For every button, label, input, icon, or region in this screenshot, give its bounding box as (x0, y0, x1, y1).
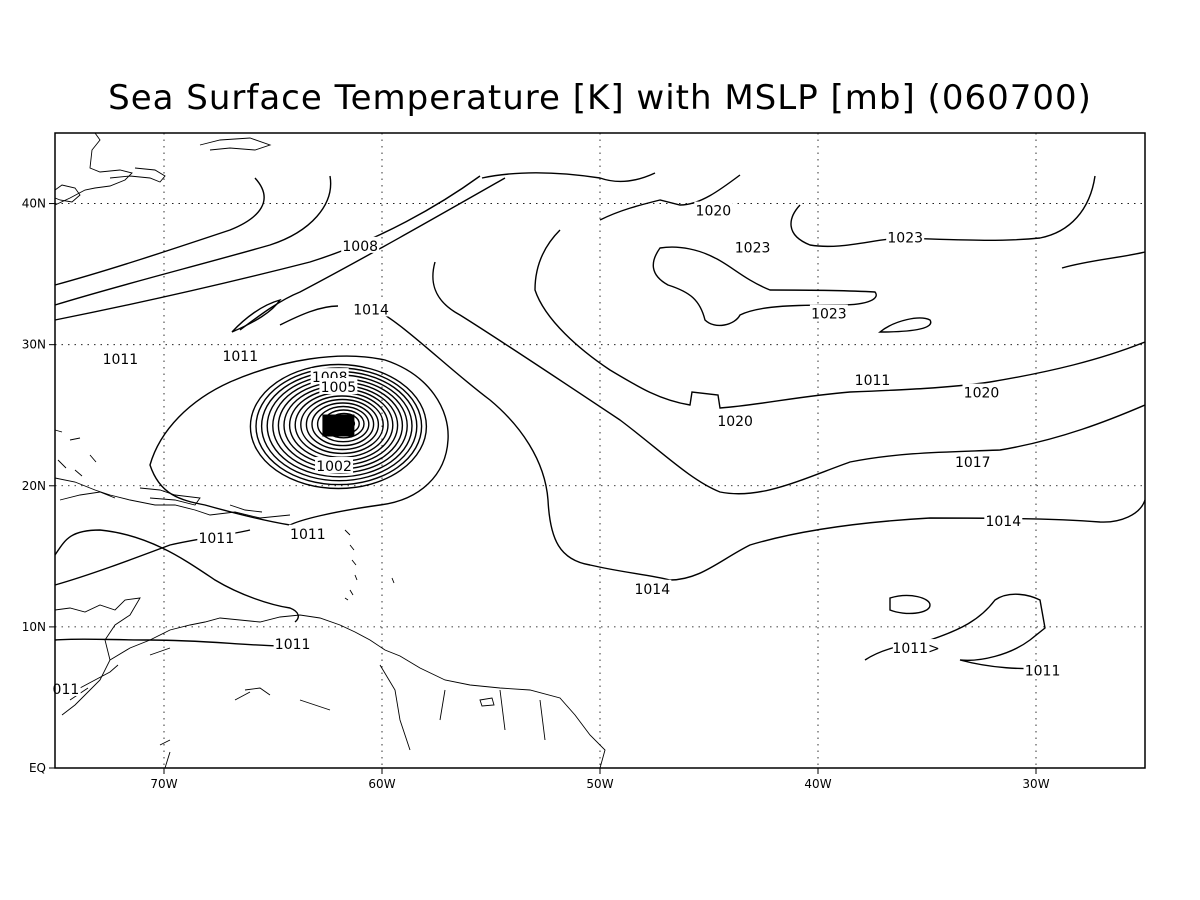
isobar-1017-band (432, 261, 1146, 495)
hurricane-eye-core (322, 414, 355, 437)
isobar-1020-left (481, 172, 656, 183)
contour-label: 011 (53, 682, 80, 698)
map-axes: 70W 60W 50W 40W 30W EQ 10N 20N 30N 40N (22, 197, 1050, 791)
contour-label-bg (352, 300, 391, 317)
contour-label: 1014 (353, 302, 389, 318)
lon-tick-label: 50W (586, 777, 613, 791)
lon-tick-label: 40W (804, 777, 831, 791)
contour-label: 1023 (811, 307, 847, 323)
coastline-north-america (54, 132, 272, 206)
contour-label: 1020 (717, 414, 753, 430)
contour-label: 1020 (696, 204, 732, 220)
hurricane-ring (255, 367, 423, 486)
coastline-greater-antilles (54, 429, 291, 519)
isobar-1014-band (54, 175, 481, 321)
contour-label-bg (341, 236, 380, 253)
contour-label-bg (694, 201, 733, 218)
contour-label-bg (288, 524, 327, 541)
contour-label-bg (809, 304, 848, 321)
coastlines (54, 132, 606, 769)
contour-label-bg (315, 457, 354, 474)
contour-label: 1014 (634, 582, 670, 598)
isobar-1011-hurricane-outer (149, 355, 449, 526)
contour-label-bg (953, 452, 992, 469)
lat-tick-label: EQ (29, 761, 46, 775)
contour-label-bg (886, 228, 925, 245)
hurricane-ring (305, 398, 380, 451)
contour-label-bg (1023, 661, 1062, 678)
contour-label-bg (984, 512, 1023, 529)
contour-label-bg (221, 346, 260, 363)
contour-label-bg (733, 238, 772, 255)
contour-label: 1002 (316, 459, 352, 475)
contour-label: 1020 (964, 386, 1000, 402)
isobar-1014-tongue (231, 298, 282, 333)
lat-tick-label: 10N (22, 620, 46, 634)
lon-tick-label: 30W (1022, 777, 1049, 791)
mslp-isobars (54, 172, 1146, 670)
hurricane-ring (316, 405, 370, 443)
contour-label: 1011> (892, 641, 939, 657)
map-background (55, 133, 1145, 768)
contour-label: 1008 (342, 239, 378, 255)
contour-label-bg (273, 634, 312, 651)
contour-label: 1011 (275, 637, 311, 653)
contour-label: 1011 (103, 352, 139, 368)
contour-label-bg (319, 378, 358, 394)
contour-label: 1011 (198, 531, 234, 547)
contour-label: 1011 (1025, 664, 1061, 680)
contour-label-bg (716, 411, 755, 428)
contour-labels: 1011100810141020102310231023101110111008… (51, 201, 1062, 698)
map-title: Sea Surface Temperature [K] with MSLP [m… (108, 78, 1092, 118)
contour-label: 1011 (290, 527, 326, 543)
hurricane-ring (300, 395, 384, 455)
hurricane-ring (249, 363, 428, 490)
contour-label: 1023 (887, 230, 923, 246)
lon-tick-label: 60W (368, 777, 395, 791)
contour-label-bg (962, 383, 1001, 400)
contour-label-bg (633, 579, 672, 596)
contour-label: 1023 (735, 240, 771, 256)
lat-tick-label: 20N (22, 479, 46, 493)
contour-label-bg (51, 679, 81, 696)
contour-label: 1011 (222, 349, 258, 365)
contour-label-bg (892, 639, 940, 656)
map-frame (54, 132, 1146, 769)
contour-label: 1011 (855, 373, 891, 389)
isobar-1011-north (54, 175, 332, 306)
isobar-1014-band-b (239, 177, 506, 331)
lat-tick-label: 40N (22, 197, 46, 211)
contour-label: 1017 (955, 455, 991, 471)
lon-tick-label: 70W (150, 777, 177, 791)
lat-tick-label: 30N (22, 338, 46, 352)
contour-label-bg (101, 349, 140, 366)
coastline-lesser-antilles (344, 529, 395, 601)
contour-label-bg (197, 528, 236, 545)
contour-label: 1014 (985, 514, 1021, 530)
contour-label: 1005 (321, 380, 357, 396)
isobar-1020-band (534, 174, 1146, 409)
contour-label-bg (853, 370, 892, 387)
isobar-1008-north (54, 177, 265, 286)
hurricane-ring (311, 402, 375, 447)
coastline-south-america (109, 614, 606, 769)
